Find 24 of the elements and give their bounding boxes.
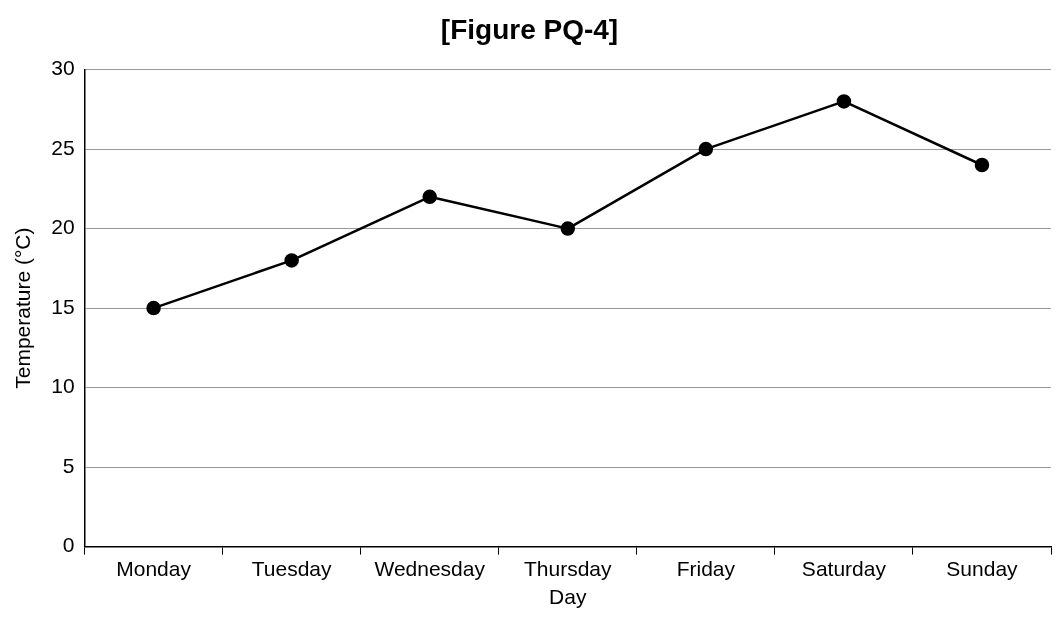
y-tick-label: 0 <box>62 533 75 557</box>
x-tick-label: Thursday <box>524 557 613 580</box>
x-tick-label: Friday <box>676 557 736 580</box>
x-tick-label: Saturday <box>801 557 887 580</box>
y-tick-label: 5 <box>62 453 75 477</box>
point <box>974 157 990 173</box>
y-tick-label: 10 <box>51 374 75 398</box>
point <box>560 221 576 236</box>
y-axis-title: Temperature (°C) <box>11 227 35 389</box>
y-tick-label: 15 <box>51 294 75 318</box>
point <box>836 94 852 109</box>
x-tick-label: Tuesday <box>251 557 333 580</box>
chart-title: [Figure PQ-4] <box>440 13 619 45</box>
point <box>422 189 437 205</box>
x-tick-label: Monday <box>116 557 192 580</box>
x-tick-label: Sunday <box>946 557 1019 580</box>
point <box>698 141 714 157</box>
x-axis-title: Day <box>549 585 587 609</box>
point <box>284 253 299 268</box>
y-tick-label: 25 <box>51 135 75 159</box>
point <box>146 300 161 316</box>
x-tick-label: Wednesday <box>374 557 486 580</box>
y-tick-label: 20 <box>51 215 75 239</box>
y-tick-label: 30 <box>51 56 75 80</box>
